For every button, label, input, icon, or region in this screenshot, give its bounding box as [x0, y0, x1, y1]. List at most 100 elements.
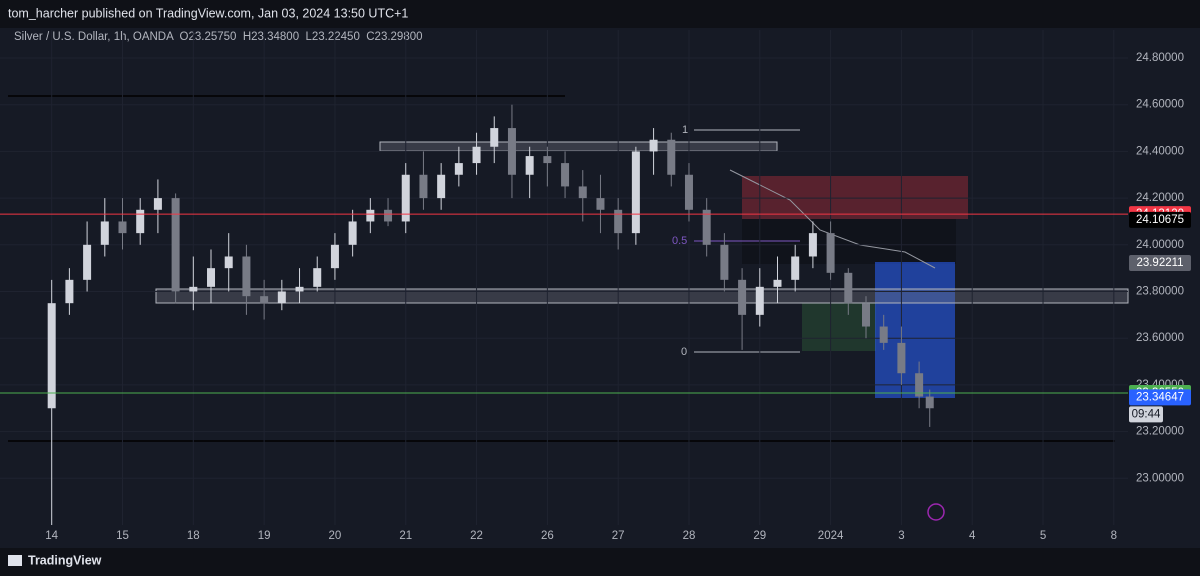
footer-bar: [0, 548, 1200, 576]
candle-body: [277, 291, 286, 304]
candle-body: [702, 209, 711, 245]
candle-body: [596, 198, 605, 210]
candle-body: [348, 221, 357, 245]
y-tick-label: 23.20000: [1136, 426, 1184, 438]
fib-label: 0: [681, 346, 687, 358]
candle-body: [490, 128, 499, 147]
candle-body: [738, 279, 747, 315]
x-tick-label: 4: [969, 530, 976, 542]
candle-body: [684, 174, 693, 210]
candle-body: [47, 303, 56, 409]
candle-body: [189, 286, 198, 292]
x-tick-label: 27: [612, 530, 625, 542]
candle-body: [862, 303, 871, 327]
logo-icon: [8, 555, 22, 566]
footer-logo: TradingView: [28, 553, 102, 567]
candle-body: [614, 209, 623, 234]
x-tick-label: 18: [187, 530, 200, 542]
stop-zone: [742, 176, 968, 219]
candle-body: [153, 198, 162, 210]
price-label-box: [1129, 254, 1191, 271]
price-label: 23.92211: [1136, 257, 1183, 269]
x-tick-label: 5: [1040, 530, 1046, 542]
y-tick-label: 23.80000: [1136, 286, 1184, 298]
candle-body: [65, 279, 74, 304]
candle-body: [207, 268, 216, 287]
price-label-box: [1129, 389, 1191, 406]
x-tick-label: 29: [753, 530, 766, 542]
candle-body: [224, 256, 233, 269]
candle-body: [437, 174, 446, 199]
candle-body: [915, 373, 924, 397]
candle-body: [454, 163, 463, 175]
x-tick-label: 20: [329, 530, 342, 542]
candle-body: [844, 272, 853, 304]
y-tick-label: 23.00000: [1136, 472, 1184, 484]
candle-body: [649, 139, 658, 152]
x-tick-label: 15: [116, 530, 129, 542]
price-label: 23.34647: [1136, 391, 1184, 403]
candle-body: [773, 279, 782, 287]
countdown-box: [1129, 406, 1163, 423]
header: tom_harcher published on TradingView.com…: [8, 6, 408, 20]
support-zone: [155, 288, 1129, 304]
x-tick-label: 8: [1111, 530, 1117, 542]
candle-body: [330, 244, 339, 269]
fib-label: 0.5: [672, 235, 687, 247]
candle-body: [83, 244, 92, 280]
candle-body: [826, 233, 835, 273]
candle-body: [171, 198, 180, 292]
candle-body: [260, 296, 269, 304]
candle-body: [507, 128, 516, 175]
candle-body: [720, 244, 729, 280]
candle-body: [667, 139, 676, 175]
candle-body: [578, 186, 587, 199]
price-label: 24.10675: [1136, 214, 1184, 226]
x-tick-label: 14: [45, 530, 58, 542]
candle-body: [401, 174, 410, 222]
y-tick-label: 24.60000: [1136, 99, 1184, 111]
resistance-zone: [379, 141, 778, 152]
candle-body: [808, 233, 817, 257]
y-tick-label: 23.60000: [1136, 332, 1184, 344]
y-tick-label: 24.80000: [1136, 52, 1184, 64]
candle-body: [366, 209, 375, 222]
header-bar: [0, 0, 1200, 28]
y-tick-label: 24.40000: [1136, 145, 1184, 157]
candle-body: [791, 256, 800, 280]
candle-body: [100, 221, 109, 245]
candle-body: [118, 221, 127, 234]
candle-body: [525, 156, 534, 175]
symbol-line: Silver / U.S. Dollar, 1h, OANDA O23.2575…: [14, 31, 423, 43]
x-tick-label: 22: [470, 530, 483, 542]
event-icon: [927, 503, 945, 521]
candle-body: [879, 326, 888, 343]
candle-body: [897, 342, 906, 374]
candle-body: [925, 396, 934, 409]
candle-body: [561, 163, 570, 187]
x-tick-label: 26: [541, 530, 554, 542]
x-tick-label: 2024: [818, 530, 844, 542]
x-tick-label: 3: [898, 530, 904, 542]
candle-body: [136, 209, 145, 234]
candle-body: [543, 156, 552, 164]
candle-body: [631, 151, 640, 234]
candle-body: [755, 286, 764, 315]
x-tick-label: 19: [258, 530, 271, 542]
candle-body: [384, 209, 393, 222]
price-label-box: [1129, 211, 1191, 228]
candle-body: [295, 286, 304, 292]
x-tick-label: 21: [399, 530, 412, 542]
candle-body: [313, 268, 322, 287]
x-tick-label: 28: [683, 530, 696, 542]
y-tick-label: 24.20000: [1136, 192, 1184, 204]
candle-body: [472, 146, 481, 164]
fib-label: 1: [682, 124, 688, 136]
countdown: 09:44: [1132, 408, 1161, 420]
candle-body: [242, 256, 251, 297]
y-tick-label: 24.00000: [1136, 239, 1184, 251]
candle-body: [419, 174, 428, 199]
target-zone: [875, 262, 955, 398]
